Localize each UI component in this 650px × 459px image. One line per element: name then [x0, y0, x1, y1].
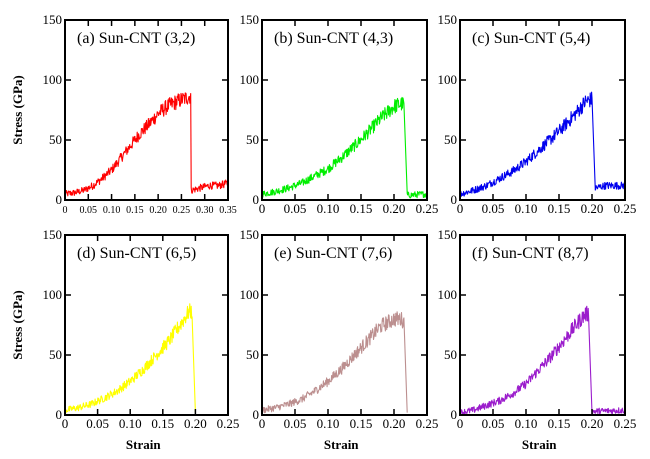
x-axis-title: Strain: [126, 437, 161, 452]
y-tick-label: 50: [49, 347, 62, 362]
x-tick-label: 0.15: [548, 201, 571, 216]
y-tick-label: 0: [253, 192, 260, 207]
plot-frame-d: [64, 234, 229, 416]
x-tick-label: 0.25: [416, 201, 439, 216]
x-tick-label: 0.05: [80, 205, 98, 216]
x-tick-label: 0.05: [284, 201, 307, 216]
x-axis-title: Strain: [522, 437, 557, 452]
x-tick-label: 0.15: [350, 201, 373, 216]
y-tick-label: 100: [240, 287, 260, 302]
y-tick-label: 150: [43, 227, 63, 242]
y-axis-title: Stress (GPa): [10, 75, 25, 144]
series-line-d: [64, 303, 196, 414]
plot-frame-a: [64, 19, 229, 201]
y-tick-label: 100: [43, 287, 63, 302]
y-tick-label: 50: [49, 132, 62, 147]
x-tick-label: 0.25: [614, 201, 637, 216]
x-tick-label: 0.15: [350, 416, 373, 431]
series-line-b: [261, 96, 428, 199]
x-tick-label: 0.20: [581, 201, 604, 216]
x-tick-label: 0: [259, 201, 266, 216]
x-tick-label: 0.25: [173, 205, 191, 216]
x-tick-label: 0.20: [184, 416, 207, 431]
series-line-a: [64, 92, 229, 197]
panel-d: 0 50 100 150 0 0.05 0.10 0.15 0.20 0.25 (d) Sun-CN…: [10, 227, 239, 452]
x-tick-label: 0.20: [383, 201, 406, 216]
panel-title-c: (c) Sun-CNT (5,4): [472, 30, 590, 47]
x-tick-label: 0.20: [149, 205, 167, 216]
x-tick-label: 0: [62, 416, 69, 431]
x-tick-label: 0.10: [317, 201, 340, 216]
y-axis-title: Stress (GPa): [10, 290, 25, 359]
x-tick-label: 0.10: [317, 416, 340, 431]
panel-f: 0 50 100 150 0 0.05 0.10 0.15 0.20 0.25 (f) Sun-CN…: [438, 227, 637, 452]
x-tick-label: 0.20: [581, 416, 604, 431]
x-tick-label: 0.25: [217, 416, 240, 431]
x-tick-label: 0.35: [219, 205, 237, 216]
x-tick-label: 0.05: [284, 416, 307, 431]
panel-title-a: (a) Sun-CNT (3,2): [77, 30, 195, 47]
x-tick-label: 0.10: [515, 201, 538, 216]
x-tick-label: 0.20: [383, 416, 406, 431]
series-line-f: [459, 305, 626, 415]
x-tick-label: 0.05: [482, 201, 505, 216]
y-tick-label: 150: [438, 12, 458, 27]
panel-e: 0 50 100 150 0 0.05 0.10 0.15 0.20 0.25 (e) Sun-CN…: [240, 227, 439, 452]
y-tick-label: 100: [240, 72, 260, 87]
plot-frame-c: [459, 19, 626, 201]
y-tick-label: 0: [451, 192, 458, 207]
y-tick-label: 100: [43, 72, 63, 87]
plot-frame-e: [261, 234, 428, 416]
y-tick-label: 150: [240, 12, 260, 27]
plot-frame-f: [459, 234, 626, 416]
x-axis-title: Strain: [324, 437, 359, 452]
panel-title-b: (b) Sun-CNT (4,3): [274, 30, 393, 47]
y-tick-label: 150: [43, 12, 63, 27]
y-tick-label: 0: [56, 407, 63, 422]
panel-title-f: (f) Sun-CNT (8,7): [472, 245, 589, 262]
panel-c: 0 50 100 150 0 0.05 0.10 0.15 0.20 0.25 (c) Sun-CN…: [438, 12, 637, 216]
y-tick-label: 100: [438, 72, 458, 87]
x-tick-label: 0.15: [126, 205, 144, 216]
y-tick-label: 100: [438, 287, 458, 302]
x-tick-label: 0: [457, 201, 464, 216]
x-tick-label: 0.25: [416, 416, 439, 431]
x-tick-label: 0.25: [614, 416, 637, 431]
y-tick-label: 50: [246, 347, 259, 362]
x-tick-label: 0: [457, 416, 464, 431]
plot-frame-b: [261, 19, 428, 201]
y-tick-label: 0: [253, 407, 260, 422]
x-tick-label: 0: [63, 205, 68, 216]
y-tick-label: 50: [444, 347, 457, 362]
panel-title-e: (e) Sun-CNT (7,6): [274, 245, 392, 262]
x-tick-label: 0.15: [548, 416, 571, 431]
panel-a: 0 50 100 150 0 0.05 0.10 0.15 0.20 0.25 0.30 0.35 (a…: [10, 12, 237, 216]
y-tick-label: 0: [451, 407, 458, 422]
series-line-e: [261, 311, 408, 414]
y-tick-label: 0: [56, 192, 63, 207]
x-tick-label: 0.10: [515, 416, 538, 431]
x-tick-label: 0: [259, 416, 266, 431]
y-tick-label: 150: [438, 227, 458, 242]
y-tick-label: 50: [444, 132, 457, 147]
panel-b: 0 50 100 150 0 0.05 0.10 0.15 0.20 0.25 (b) Sun-CN…: [240, 12, 439, 216]
x-tick-label: 0.10: [119, 416, 142, 431]
x-tick-label: 0.30: [196, 205, 214, 216]
series-line-c: [459, 91, 626, 197]
x-tick-label: 0.10: [103, 205, 121, 216]
x-tick-label: 0.05: [86, 416, 109, 431]
y-tick-label: 50: [246, 132, 259, 147]
x-tick-label: 0.15: [151, 416, 174, 431]
y-tick-label: 150: [240, 227, 260, 242]
panel-title-d: (d) Sun-CNT (6,5): [77, 245, 196, 262]
x-tick-label: 0.05: [482, 416, 505, 431]
